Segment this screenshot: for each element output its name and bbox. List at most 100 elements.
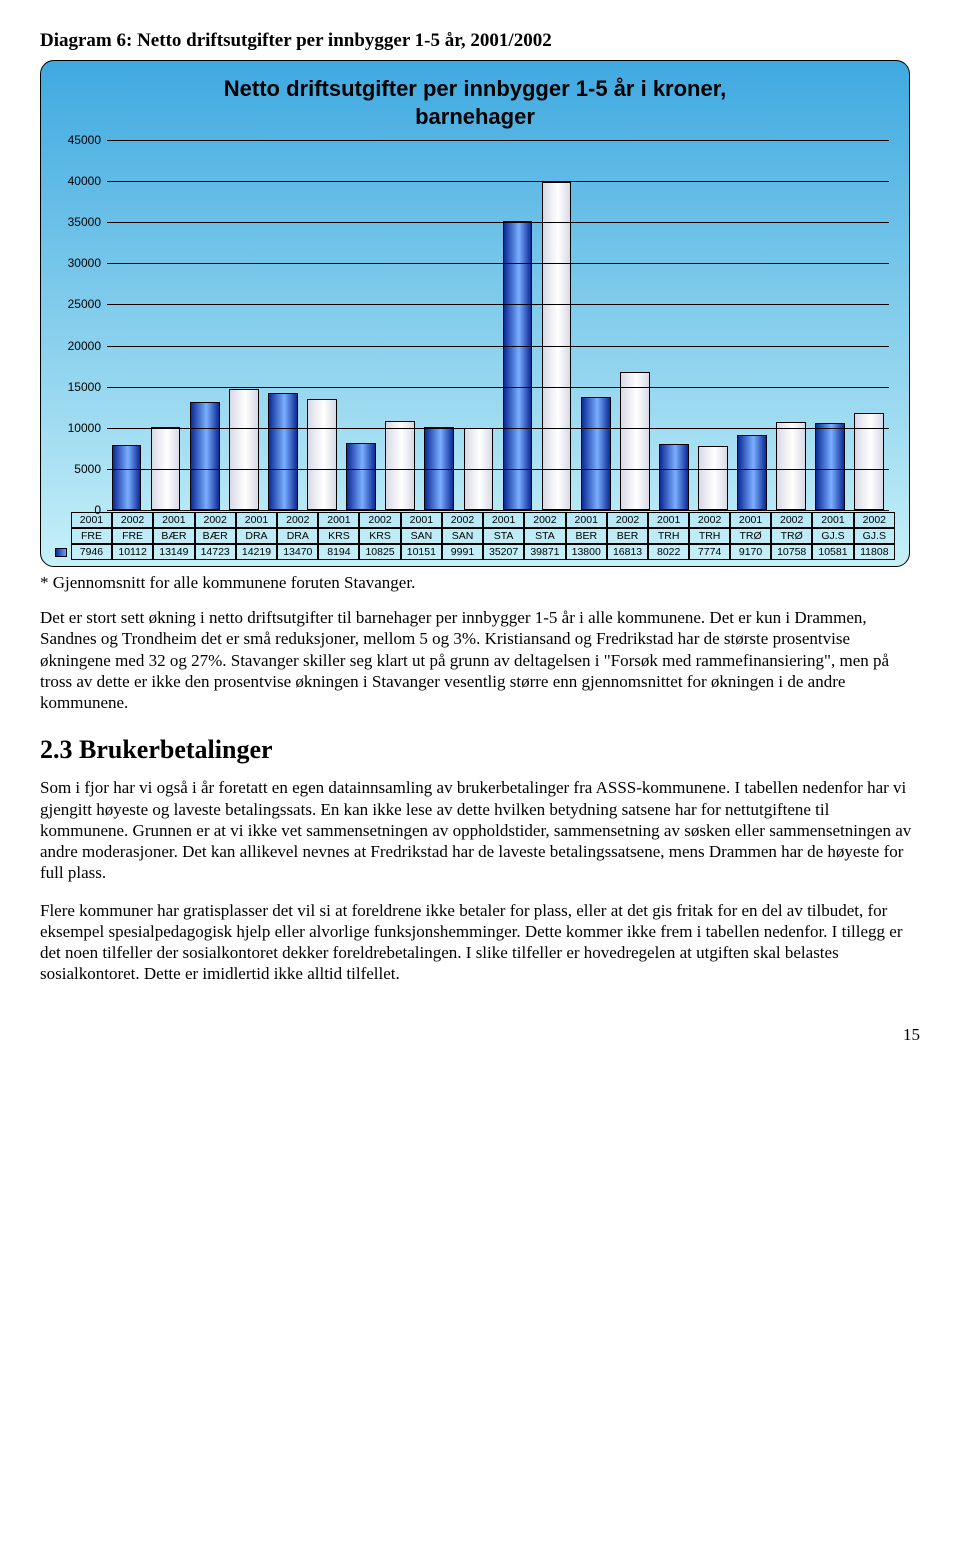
gridline — [107, 222, 889, 223]
table-cell: 10581 — [812, 544, 853, 560]
bar — [385, 421, 415, 510]
bar — [268, 393, 298, 510]
table-cell: 2001 — [153, 512, 194, 528]
bar-slot — [342, 140, 381, 510]
y-axis-labels: 0500010000150002000025000300003500040000… — [55, 140, 107, 510]
bar — [698, 446, 728, 510]
page-number: 15 — [40, 1025, 920, 1045]
section-heading-2-3: 2.3 Brukerbetalinger — [40, 735, 920, 765]
table-cell: 2002 — [854, 512, 895, 528]
gridline — [107, 181, 889, 182]
table-cell: 2002 — [524, 512, 565, 528]
bar — [581, 397, 611, 510]
bar-slot — [107, 140, 146, 510]
table-cell: 10825 — [359, 544, 400, 560]
gridline — [107, 263, 889, 264]
bar-slot — [811, 140, 850, 510]
place-row-head — [55, 528, 71, 544]
table-cell: 2002 — [277, 512, 318, 528]
bar — [190, 402, 220, 510]
chart-footnote: * Gjennomsnitt for alle kommunene forute… — [40, 573, 920, 593]
table-cell: 2001 — [318, 512, 359, 528]
table-cell: 2001 — [401, 512, 442, 528]
chart-title-line1: Netto driftsutgifter per innbygger 1-5 å… — [55, 75, 895, 103]
table-cell: FRE — [112, 528, 153, 544]
y-tick-label: 10000 — [68, 421, 101, 435]
y-tick-label: 45000 — [68, 133, 101, 147]
table-cell: SAN — [401, 528, 442, 544]
gridline — [107, 428, 889, 429]
bar-slot — [850, 140, 889, 510]
table-cell: BER — [566, 528, 607, 544]
table-cell: 9991 — [442, 544, 483, 560]
table-cell: 2001 — [730, 512, 771, 528]
y-tick-label: 25000 — [68, 297, 101, 311]
bar-slot — [224, 140, 263, 510]
table-cell: KRS — [318, 528, 359, 544]
table-cell: 2002 — [689, 512, 730, 528]
table-cell: 2001 — [648, 512, 689, 528]
bar-slot — [498, 140, 537, 510]
diagram-title: Diagram 6: Netto driftsutgifter per innb… — [40, 30, 920, 52]
bar-slot — [576, 140, 615, 510]
table-cell: DRA — [236, 528, 277, 544]
y-tick-label: 40000 — [68, 174, 101, 188]
table-cell: 2001 — [812, 512, 853, 528]
y-tick-label: 30000 — [68, 256, 101, 270]
bar — [229, 389, 259, 510]
table-cell: 14219 — [236, 544, 277, 560]
table-cell: 2001 — [566, 512, 607, 528]
paragraph-1: Det er stort sett økning i netto driftsu… — [40, 607, 920, 713]
table-cell: 2002 — [607, 512, 648, 528]
table-cell: TRØ — [771, 528, 812, 544]
bar-slot — [537, 140, 576, 510]
y-tick-label: 20000 — [68, 339, 101, 353]
table-cell: 7946 — [71, 544, 112, 560]
table-cell: STA — [524, 528, 565, 544]
gridline — [107, 140, 889, 141]
table-cell: 39871 — [524, 544, 565, 560]
table-cell: STA — [483, 528, 524, 544]
chart-frame: Netto driftsutgifter per innbygger 1-5 å… — [40, 60, 910, 567]
paragraph-3: Flere kommuner har gratisplasser det vil… — [40, 900, 920, 985]
value-row-head — [55, 544, 71, 560]
table-cell: 7774 — [689, 544, 730, 560]
bar-slot — [733, 140, 772, 510]
table-cell: DRA — [277, 528, 318, 544]
table-cell: 13149 — [153, 544, 194, 560]
table-cell: 11808 — [854, 544, 895, 560]
bar — [815, 423, 845, 510]
bar-slot — [459, 140, 498, 510]
plot-area — [107, 140, 889, 510]
table-cell: 35207 — [483, 544, 524, 560]
table-cell: 2002 — [359, 512, 400, 528]
year-row-head — [55, 512, 71, 528]
gridline — [107, 346, 889, 347]
y-tick-label: 15000 — [68, 380, 101, 394]
legend-swatch-icon — [55, 548, 67, 557]
table-cell: 2001 — [236, 512, 277, 528]
bar — [346, 443, 376, 510]
table-cell: 16813 — [607, 544, 648, 560]
chart-title: Netto driftsutgifter per innbygger 1-5 å… — [55, 75, 895, 130]
bar-slot — [146, 140, 185, 510]
table-cell: 2001 — [483, 512, 524, 528]
bar-slot — [302, 140, 341, 510]
bar — [112, 445, 142, 510]
bar-slot — [654, 140, 693, 510]
bar-slot — [420, 140, 459, 510]
gridline — [107, 387, 889, 388]
table-cell: 9170 — [730, 544, 771, 560]
bars-container — [107, 140, 889, 510]
y-tick-label: 0 — [94, 503, 101, 517]
table-cell: 13800 — [566, 544, 607, 560]
y-tick-label: 5000 — [74, 462, 101, 476]
gridline — [107, 469, 889, 470]
table-cell: KRS — [359, 528, 400, 544]
table-cell: BÆR — [195, 528, 236, 544]
y-tick-label: 35000 — [68, 215, 101, 229]
bar — [737, 435, 767, 510]
bar-slot — [615, 140, 654, 510]
chart-data-table: 2001200220012002200120022001200220012002… — [55, 512, 895, 560]
table-cell: BER — [607, 528, 648, 544]
